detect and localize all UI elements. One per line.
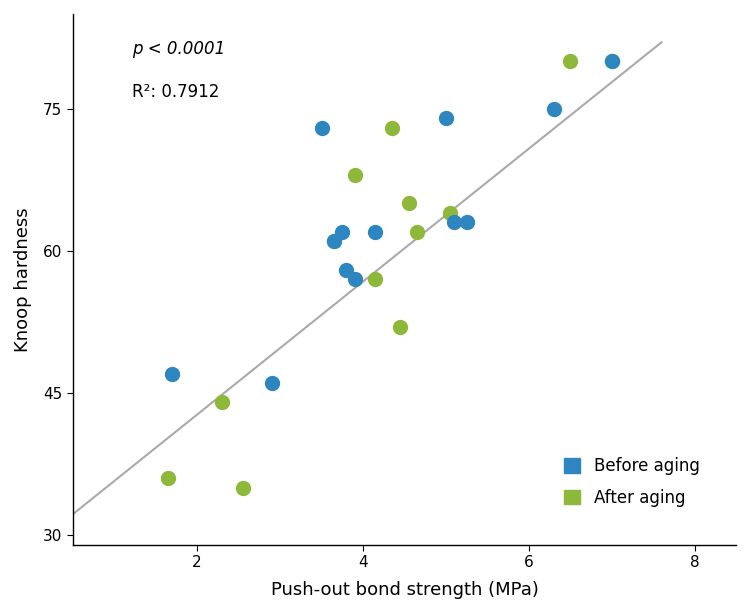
After aging bbox=[606, 56, 618, 66]
After aging bbox=[394, 322, 406, 332]
After aging bbox=[328, 237, 340, 246]
After aging bbox=[564, 56, 576, 66]
Before aging bbox=[349, 275, 361, 284]
After aging bbox=[216, 397, 228, 407]
Before aging bbox=[448, 218, 460, 227]
After aging bbox=[162, 473, 174, 483]
Before aging bbox=[340, 265, 352, 275]
Before aging bbox=[548, 104, 560, 113]
Before aging bbox=[440, 113, 452, 123]
Before aging bbox=[606, 56, 618, 66]
Text: R²: 0.7912: R²: 0.7912 bbox=[133, 83, 220, 101]
Before aging bbox=[328, 237, 340, 246]
Before aging bbox=[460, 218, 472, 227]
Before aging bbox=[266, 379, 278, 389]
After aging bbox=[403, 199, 415, 208]
After aging bbox=[386, 123, 398, 132]
Text: p < 0.0001: p < 0.0001 bbox=[133, 40, 226, 58]
Before aging bbox=[166, 369, 178, 379]
X-axis label: Push-out bond strength (MPa): Push-out bond strength (MPa) bbox=[271, 581, 538, 599]
Before aging bbox=[336, 227, 348, 237]
Before aging bbox=[316, 123, 328, 132]
After aging bbox=[370, 275, 382, 284]
After aging bbox=[411, 227, 423, 237]
After aging bbox=[237, 483, 249, 493]
After aging bbox=[444, 208, 456, 218]
Before aging bbox=[370, 227, 382, 237]
Legend: Before aging, After aging: Before aging, After aging bbox=[555, 449, 708, 515]
Y-axis label: Knoop hardness: Knoop hardness bbox=[14, 207, 32, 351]
After aging bbox=[349, 170, 361, 180]
